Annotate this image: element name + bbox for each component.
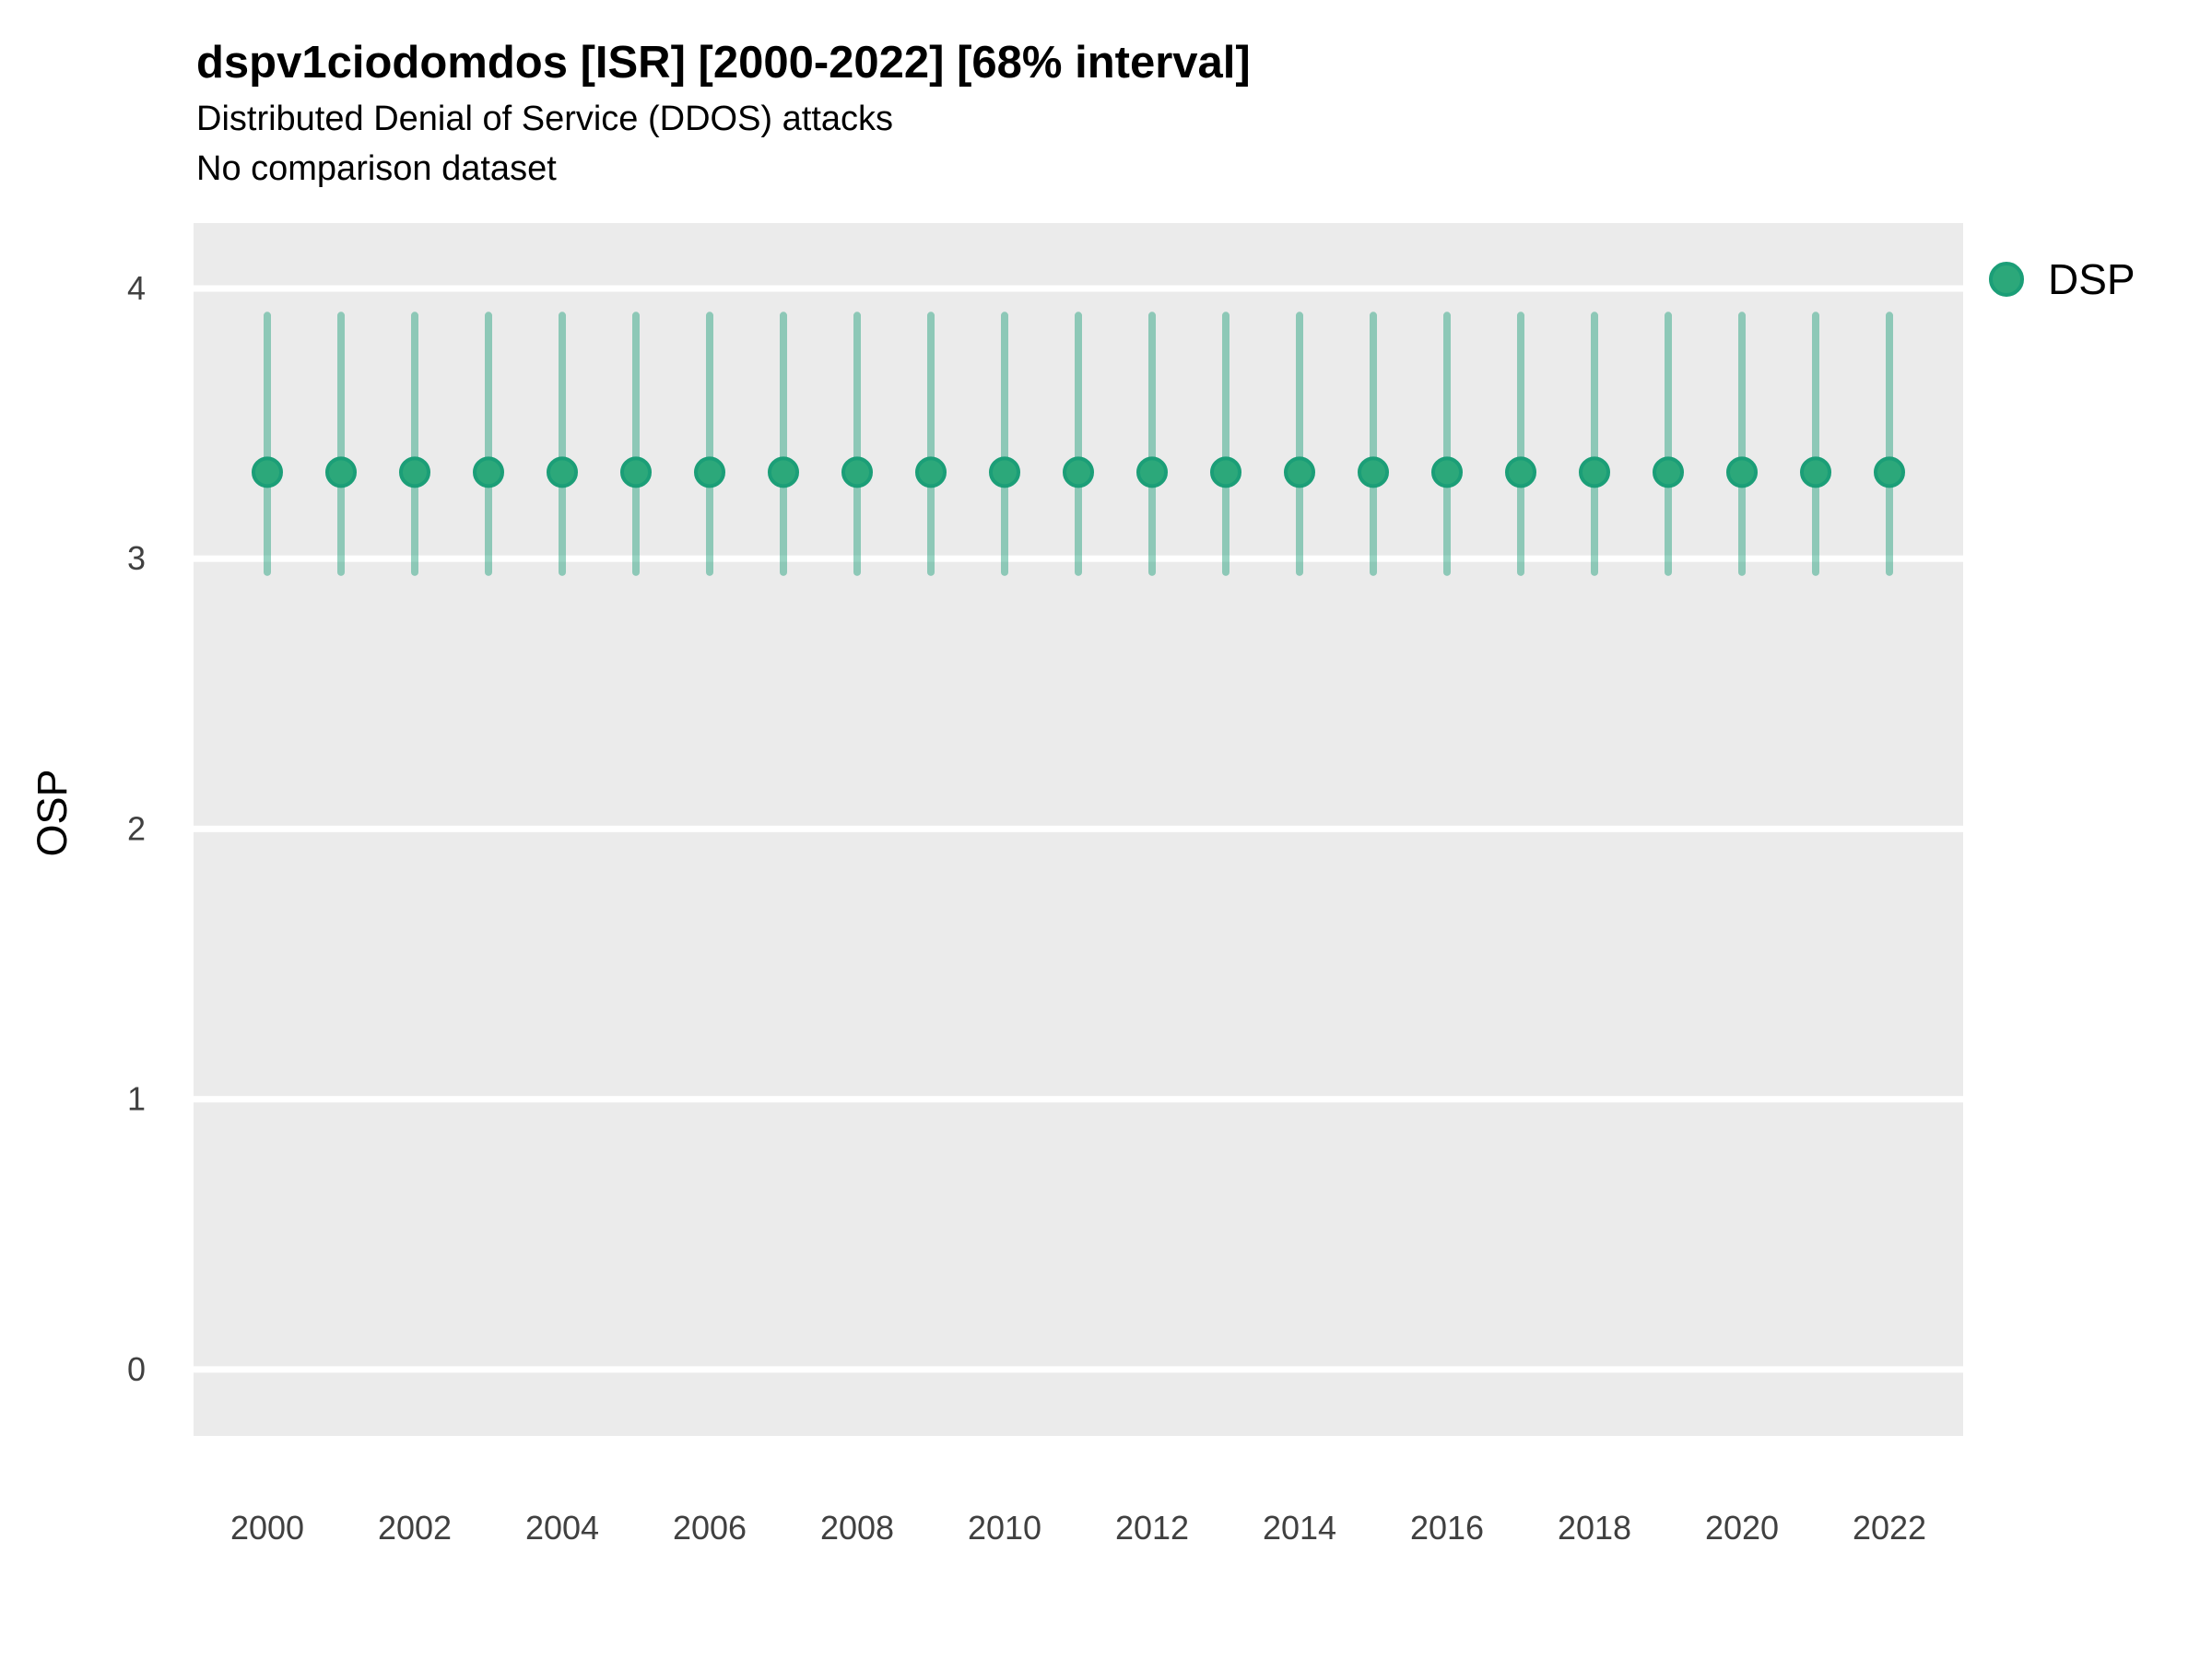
data-point-2001 <box>325 456 357 488</box>
x-tick-label-2002: 2002 <box>378 1509 452 1547</box>
legend-point-icon <box>1989 262 2024 297</box>
y-tick-label-3: 3 <box>127 539 146 577</box>
y-tick-label-0: 0 <box>127 1350 146 1388</box>
data-point-2016 <box>1431 456 1463 488</box>
data-point-2010 <box>989 456 1020 488</box>
x-tick-label-2004: 2004 <box>525 1509 599 1547</box>
x-tick-label-2010: 2010 <box>968 1509 1041 1547</box>
chart-subtitle: Distributed Denial of Service (DDOS) att… <box>196 100 894 138</box>
chart-title: dspv1ciodomdos [ISR] [2000-2022] [68% in… <box>196 38 1251 88</box>
data-point-2008 <box>841 456 873 488</box>
data-point-2015 <box>1358 456 1389 488</box>
legend-label: DSP <box>2048 255 2136 303</box>
data-point-2004 <box>547 456 578 488</box>
data-point-2003 <box>473 456 504 488</box>
data-point-2011 <box>1063 456 1094 488</box>
x-tick-label-2018: 2018 <box>1558 1509 1631 1547</box>
x-tick-label-2014: 2014 <box>1263 1509 1336 1547</box>
data-point-2019 <box>1653 456 1684 488</box>
data-point-2017 <box>1505 456 1536 488</box>
y-tick-label-4: 4 <box>127 269 146 307</box>
data-point-2014 <box>1284 456 1315 488</box>
y-axis-title: OSP <box>29 769 76 857</box>
data-point-2021 <box>1800 456 1831 488</box>
data-point-2000 <box>252 456 283 488</box>
x-tick-label-2008: 2008 <box>820 1509 894 1547</box>
x-tick-label-2016: 2016 <box>1410 1509 1484 1547</box>
data-point-2020 <box>1726 456 1758 488</box>
x-tick-label-2000: 2000 <box>230 1509 304 1547</box>
data-point-2018 <box>1579 456 1610 488</box>
data-point-2009 <box>915 456 947 488</box>
y-tick-label-1: 1 <box>127 1080 146 1118</box>
data-point-2022 <box>1874 456 1905 488</box>
data-point-2013 <box>1210 456 1241 488</box>
data-point-2007 <box>768 456 799 488</box>
x-tick-label-2012: 2012 <box>1115 1509 1189 1547</box>
data-point-2012 <box>1136 456 1168 488</box>
comparison-note: No comparison dataset <box>196 149 557 188</box>
y-tick-label-2: 2 <box>127 809 146 847</box>
x-tick-label-2020: 2020 <box>1705 1509 1779 1547</box>
x-tick-label-2006: 2006 <box>673 1509 747 1547</box>
x-tick-label-2022: 2022 <box>1853 1509 1926 1547</box>
data-point-2005 <box>620 456 652 488</box>
data-point-2002 <box>399 456 430 488</box>
legend: DSP <box>1989 254 2136 304</box>
data-point-2006 <box>694 456 725 488</box>
